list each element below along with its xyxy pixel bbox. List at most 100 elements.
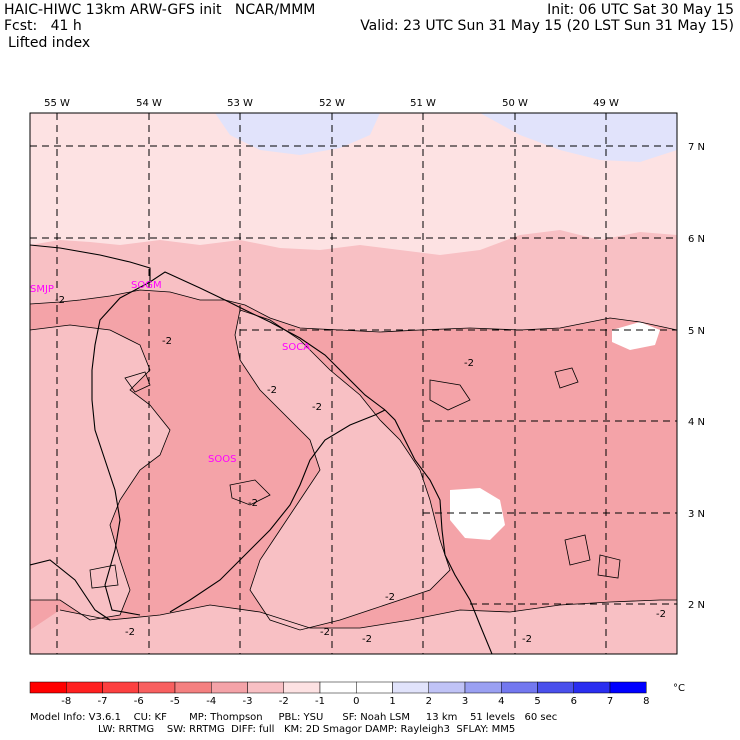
colorbar-swatch bbox=[609, 681, 647, 694]
colorbar-swatch bbox=[537, 681, 574, 694]
init-time: Init: 06 UTC Sat 30 May 15 bbox=[547, 2, 734, 18]
station-smjp: SMJP bbox=[30, 284, 54, 295]
lat-label: 3 N bbox=[688, 509, 705, 520]
model-info-line2: LW: RRTMG SW: RRTMG DIFF: full KM: 2D Sm… bbox=[98, 724, 516, 735]
lon-label: 53 W bbox=[227, 98, 253, 109]
contour-blob-6 bbox=[564, 534, 591, 566]
station-soos: SOOS bbox=[208, 454, 236, 465]
contour-blob-1 bbox=[124, 371, 151, 393]
map-frame bbox=[29, 112, 678, 655]
colorbar-tick-label: -2 bbox=[279, 696, 289, 707]
li-shade-zero bbox=[450, 488, 505, 540]
contour-blob-7 bbox=[89, 564, 119, 589]
contour-label: -2 bbox=[362, 634, 372, 645]
colorbar-unit: °C bbox=[673, 683, 685, 694]
station-soca: SOCA bbox=[282, 342, 310, 353]
station-markers: SMJP SOGM SOCA SOOS bbox=[30, 280, 310, 465]
colorbar-swatch bbox=[66, 681, 103, 694]
contour-lines bbox=[30, 289, 677, 631]
contour-label: -2 bbox=[385, 592, 395, 603]
lon-label: 50 W bbox=[502, 98, 528, 109]
contour-label: -2 bbox=[162, 336, 172, 347]
colorbar-swatch bbox=[428, 681, 466, 694]
colorbar-swatch bbox=[319, 681, 357, 694]
li-shade-plus1-ne bbox=[480, 113, 677, 162]
colorbar-swatch bbox=[29, 681, 67, 694]
coastline bbox=[30, 244, 386, 411]
lon-label: 54 W bbox=[136, 98, 162, 109]
colorbar-tick-label: 3 bbox=[462, 696, 468, 707]
colorbar-swatch bbox=[283, 681, 321, 694]
lon-label: 55 W bbox=[44, 98, 70, 109]
contour-label: -2 bbox=[55, 295, 65, 306]
model-title: HAIC-HIWC 13km ARW-GFS init NCAR/MMM bbox=[4, 2, 316, 18]
valid-time: Valid: 23 UTC Sun 31 May 15 (20 LST Sun … bbox=[360, 18, 734, 34]
colorbar-tick-label: -4 bbox=[206, 696, 216, 707]
contour-label: -2 bbox=[320, 627, 330, 638]
contour-blob-4 bbox=[429, 379, 471, 411]
contour-blob-5 bbox=[597, 554, 621, 579]
colorbar-tick-label: -3 bbox=[243, 696, 253, 707]
coast-and-borders bbox=[30, 244, 493, 654]
lifted-index-field bbox=[30, 113, 677, 654]
colorbar-swatch bbox=[501, 681, 538, 694]
li-shade-minus2-central bbox=[235, 310, 450, 630]
forecast-hour: Fcst: 41 h bbox=[4, 18, 82, 34]
contour-minus2-south bbox=[59, 599, 677, 629]
lat-label: 7 N bbox=[688, 142, 705, 153]
colorbar-swatch bbox=[138, 681, 176, 694]
lat-label: 5 N bbox=[688, 326, 705, 337]
colorbar-tick-label: 4 bbox=[498, 696, 504, 707]
li-shade-plus1 bbox=[215, 113, 380, 155]
border-suriname-french-guiana bbox=[169, 409, 386, 613]
lon-label: 51 W bbox=[410, 98, 436, 109]
colorbar-swatch bbox=[174, 681, 212, 694]
li-shade-zero-ne bbox=[612, 322, 660, 350]
colorbar-tick-label: 5 bbox=[534, 696, 540, 707]
colorbar-tick-label: 6 bbox=[571, 696, 577, 707]
contour-label: -2 bbox=[464, 358, 474, 369]
colorbar-tick-label: -5 bbox=[170, 696, 180, 707]
contour-blob-3 bbox=[554, 367, 579, 389]
field-name: Lifted index bbox=[8, 35, 91, 51]
lat-label: 4 N bbox=[688, 417, 705, 428]
contour-label: -2 bbox=[248, 498, 258, 509]
colorbar-swatch bbox=[356, 681, 393, 694]
contour-label: -2 bbox=[312, 402, 322, 413]
longitude-labels: 55 W 54 W 53 W 52 W 51 W 50 W 49 W bbox=[44, 98, 619, 109]
contour-blob-2 bbox=[229, 479, 271, 506]
colorbar-swatch bbox=[102, 681, 139, 694]
border-guyana-suriname bbox=[91, 281, 151, 616]
contour-minus2-west bbox=[30, 324, 171, 621]
latitude-labels: 7 N 6 N 5 N 4 N 3 N 2 N bbox=[688, 142, 705, 611]
lat-label: 2 N bbox=[688, 600, 705, 611]
graticule bbox=[30, 113, 677, 654]
colorbar-tick-label: -6 bbox=[134, 696, 144, 707]
lon-label: 52 W bbox=[319, 98, 345, 109]
model-info-line1: Model Info: V3.6.1 CU: KF MP: Thompson P… bbox=[30, 712, 558, 723]
contour-label: -2 bbox=[125, 627, 135, 638]
colorbar-swatch bbox=[464, 681, 502, 694]
li-shade-minus2-south bbox=[30, 600, 677, 654]
lon-label: 49 W bbox=[593, 98, 619, 109]
colorbar-tick-label: 7 bbox=[607, 696, 613, 707]
contour-minus2-north bbox=[30, 289, 677, 333]
colorbar-swatch bbox=[247, 681, 284, 694]
li-shade-minus1 bbox=[30, 113, 677, 255]
station-sogm: SOGM bbox=[131, 280, 162, 291]
contour-label: -2 bbox=[267, 385, 277, 396]
colorbar-tick-label: -8 bbox=[61, 696, 71, 707]
colorbar-tick-label: 2 bbox=[426, 696, 432, 707]
colorbar-swatch bbox=[392, 681, 429, 694]
contour-label: -2 bbox=[656, 609, 666, 620]
colorbar-tick-label: 8 bbox=[643, 696, 649, 707]
colorbar-tick-label: -1 bbox=[315, 696, 325, 707]
contour-label: -2 bbox=[522, 634, 532, 645]
li-shade-minus2-west bbox=[30, 325, 170, 620]
colorbar-tick-label: 0 bbox=[353, 696, 359, 707]
contour-labels: -2 -2 -2 -2 -2 -2 -2 -2 -2 -2 -2 -2 bbox=[55, 295, 666, 645]
border-west bbox=[30, 559, 111, 621]
colorbar-tick-label: -7 bbox=[98, 696, 108, 707]
contour-minus2-central bbox=[234, 309, 451, 631]
